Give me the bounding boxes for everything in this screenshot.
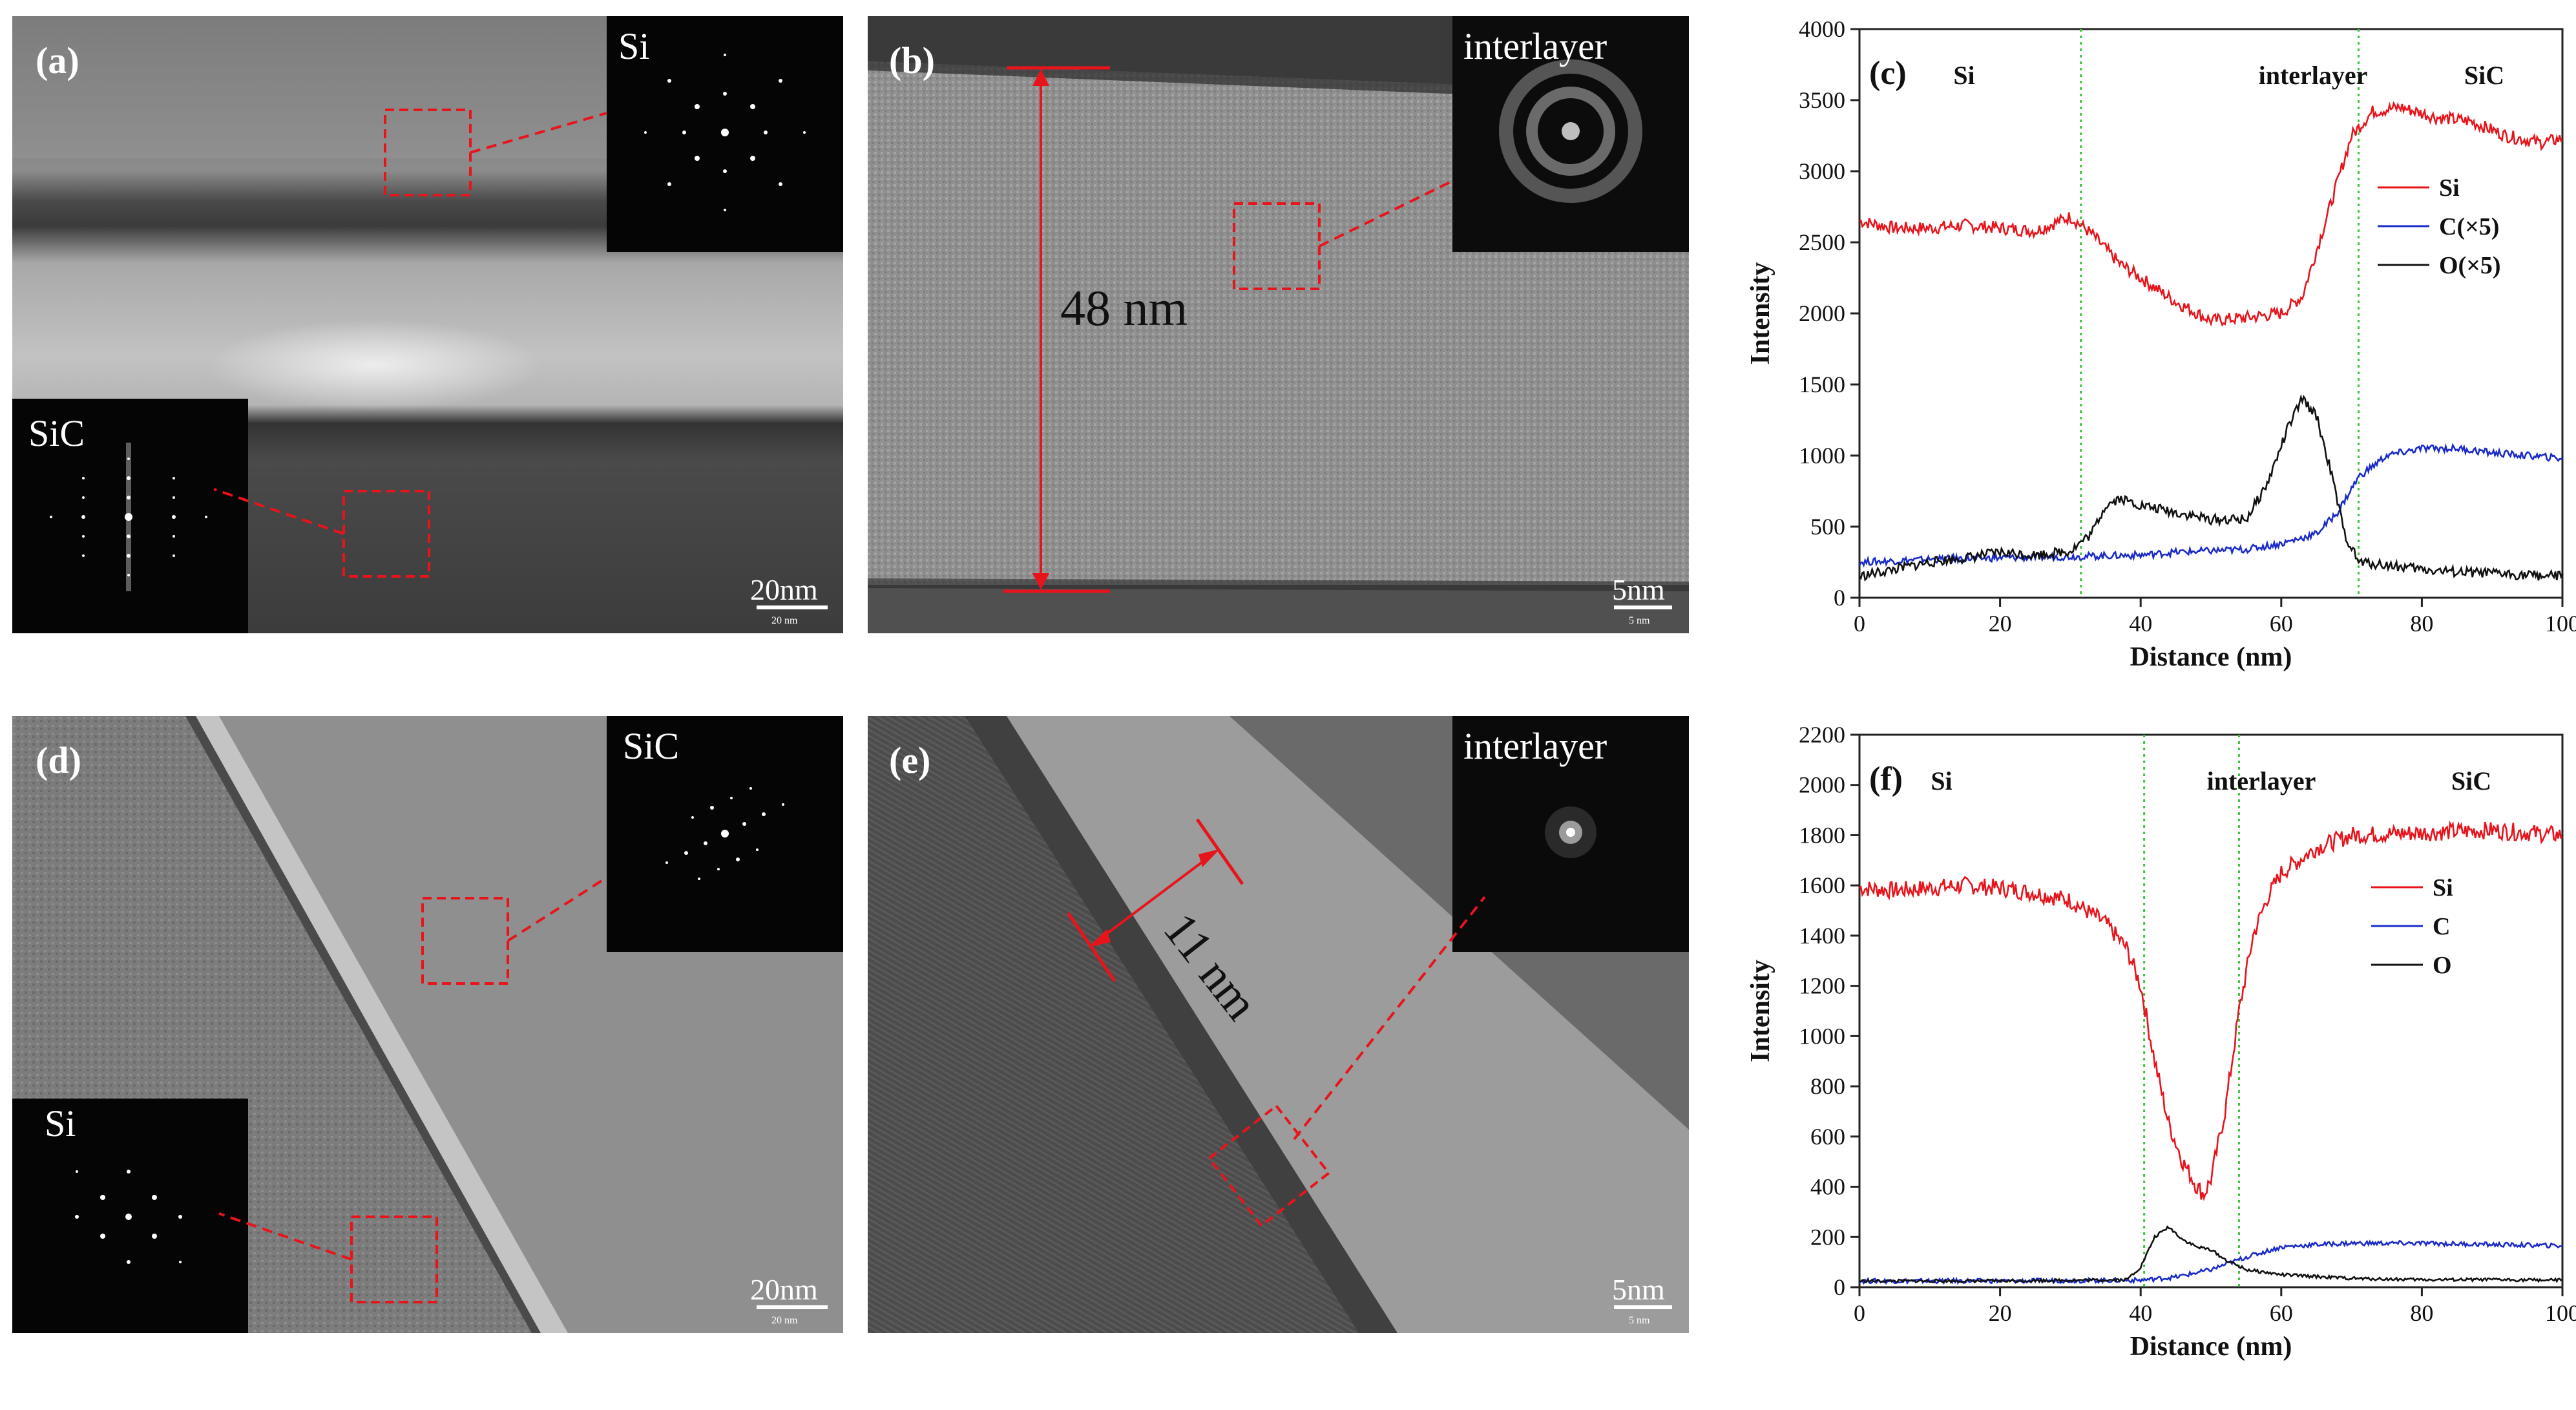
y-axis-label: Intensity bbox=[1746, 960, 1775, 1062]
scale-bar-small-label: 5 nm bbox=[1629, 615, 1650, 626]
scale-bar-small-label: 20 nm bbox=[771, 615, 798, 626]
x-tick-label: 40 bbox=[2129, 1300, 2152, 1326]
x-axis-label: Distance (nm) bbox=[2130, 642, 2292, 672]
thickness-measurement: 48 nm bbox=[1003, 66, 1188, 593]
scale-bar-small-label: 5 nm bbox=[1629, 1315, 1650, 1326]
y-tick-label: 4000 bbox=[1799, 16, 1845, 42]
legend-label: Si bbox=[2433, 874, 2453, 901]
fft-inset-si: Si bbox=[12, 1099, 248, 1333]
panel-b-tem-image: interlayer 48 nm (b) 5nm 5 nm bbox=[868, 16, 1689, 633]
legend-label: O bbox=[2433, 952, 2452, 979]
y-tick-label: 800 bbox=[1810, 1073, 1845, 1099]
y-tick-label: 1400 bbox=[1799, 923, 1845, 949]
panel-e-label: (e) bbox=[889, 739, 930, 781]
series-line-Si bbox=[1859, 820, 2563, 1201]
y-tick-label: 600 bbox=[1810, 1124, 1845, 1150]
region-label: interlayer bbox=[2259, 61, 2368, 90]
fft-inset-sic: SiC bbox=[607, 716, 843, 952]
y-tick-label: 2500 bbox=[1799, 229, 1845, 255]
y-tick-label: 2000 bbox=[1799, 772, 1845, 798]
y-tick-label: 1000 bbox=[1799, 443, 1845, 468]
inset-interlayer-label: interlayer bbox=[1463, 725, 1607, 767]
panel-a-tem-image: Si SiC (a) 20nm 20 nm bbox=[12, 16, 843, 633]
region-label: SiC bbox=[2464, 61, 2504, 90]
fft-inset-interlayer: interlayer bbox=[1452, 716, 1689, 952]
y-tick-label: 1800 bbox=[1799, 822, 1845, 848]
x-tick-label: 100 bbox=[2545, 1300, 2576, 1326]
legend-label: C bbox=[2433, 913, 2450, 940]
series-line-C bbox=[1858, 1239, 2563, 1285]
scale-bar bbox=[1614, 1305, 1672, 1309]
scale-bar-label: 20nm bbox=[750, 1273, 818, 1306]
scale-bar-label: 5nm bbox=[1612, 1273, 1665, 1306]
inset-interlayer-label: interlayer bbox=[1463, 25, 1607, 67]
x-tick-label: 100 bbox=[2545, 611, 2576, 637]
region-label: Si bbox=[1931, 766, 1952, 795]
panel-d-label: (d) bbox=[36, 739, 81, 781]
fft-inset-si: Si bbox=[607, 16, 843, 252]
series-line-O(×5) bbox=[1858, 394, 2564, 582]
series-line-O bbox=[1859, 1225, 2563, 1284]
thickness-label: 48 nm bbox=[1060, 280, 1188, 336]
y-tick-label: 3000 bbox=[1799, 158, 1845, 184]
y-tick-label: 1600 bbox=[1799, 872, 1845, 898]
region-label: SiC bbox=[2451, 766, 2491, 795]
legend-label: O(×5) bbox=[2439, 252, 2501, 279]
y-tick-label: 2000 bbox=[1799, 300, 1845, 326]
legend-label: Si bbox=[2439, 174, 2460, 202]
chart-f-line-profile: 0 20 40 60 80 100 0 200 400 600 800 1000 1200 1400 160… bbox=[1719, 708, 2576, 1407]
x-tick-label: 60 bbox=[2270, 611, 2293, 637]
panel-b-label: (b) bbox=[889, 39, 935, 81]
y-tick-label: 3500 bbox=[1799, 87, 1845, 113]
panel-d-tem-image: SiC Si (d) 20nm 20 nm bbox=[12, 716, 843, 1333]
region-label: Si bbox=[1953, 61, 1974, 90]
x-tick-label: 80 bbox=[2410, 611, 2433, 637]
panel-a-label: (a) bbox=[36, 39, 79, 81]
y-axis-label: Intensity bbox=[1746, 262, 1775, 365]
fft-inset-sic: SiC bbox=[12, 399, 248, 633]
x-tick-label: 80 bbox=[2410, 1300, 2433, 1326]
scale-bar bbox=[1614, 605, 1672, 609]
panel-e-tem-image: interlayer 11 nm (e) 5nm 5 nm bbox=[868, 716, 1689, 1333]
x-tick-label: 20 bbox=[1989, 611, 2012, 637]
scale-bar bbox=[757, 605, 828, 609]
x-tick-label: 40 bbox=[2129, 611, 2152, 637]
x-tick-label: 0 bbox=[1854, 611, 1865, 637]
y-tick-label: 2200 bbox=[1799, 722, 1845, 748]
y-tick-label: 1500 bbox=[1799, 372, 1845, 397]
y-tick-label: 1000 bbox=[1799, 1023, 1845, 1049]
plot-frame bbox=[1858, 28, 2564, 599]
series-line-Si bbox=[1859, 101, 2563, 327]
scale-bar-label: 5nm bbox=[1612, 573, 1665, 606]
legend-label: C(×5) bbox=[2439, 213, 2499, 240]
inset-sic-label: SiC bbox=[623, 725, 679, 767]
y-tick-label: 0 bbox=[1834, 1274, 1845, 1300]
inset-si-label: Si bbox=[618, 25, 649, 67]
x-tick-label: 20 bbox=[1989, 1300, 2012, 1326]
inset-si-label: Si bbox=[45, 1102, 76, 1144]
y-tick-label: 0 bbox=[1834, 585, 1845, 611]
series-line-C(×5) bbox=[1858, 443, 2563, 568]
y-tick-label: 1200 bbox=[1799, 973, 1845, 999]
panel-label: (f) bbox=[1869, 761, 1903, 797]
fft-inset-interlayer: interlayer bbox=[1452, 16, 1689, 252]
inset-sic-label: SiC bbox=[28, 412, 85, 454]
scale-bar bbox=[757, 1305, 828, 1309]
x-tick-label: 0 bbox=[1854, 1300, 1865, 1326]
scale-bar-label: 20nm bbox=[750, 573, 818, 606]
x-axis-label: Distance (nm) bbox=[2130, 1332, 2292, 1362]
panel-label: (c) bbox=[1869, 55, 1907, 92]
y-tick-label: 500 bbox=[1810, 514, 1845, 540]
scale-bar-small-label: 20 nm bbox=[771, 1315, 798, 1326]
x-tick-label: 60 bbox=[2270, 1300, 2293, 1326]
y-tick-label: 200 bbox=[1810, 1224, 1845, 1250]
region-label: interlayer bbox=[2207, 766, 2316, 795]
y-tick-label: 400 bbox=[1810, 1174, 1845, 1200]
chart-c-line-profile: 0 20 40 60 80 100 0 500 1000 1500 2000 2500 3000 3500… bbox=[1719, 0, 2576, 704]
plot-frame bbox=[1858, 733, 2564, 1289]
